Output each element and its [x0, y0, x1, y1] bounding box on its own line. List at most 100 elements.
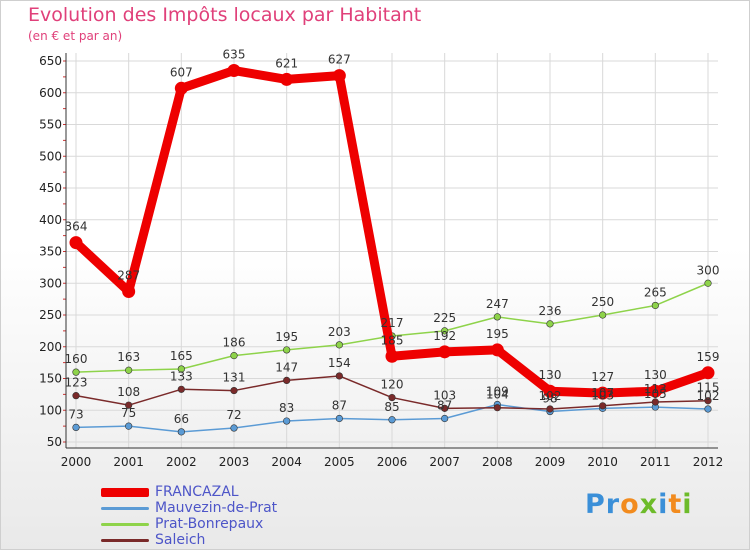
y-tick-label: 400 [39, 213, 62, 227]
legend-label-saleich: Saleich [155, 532, 206, 548]
x-tick-label: 2003 [219, 455, 250, 469]
series-lines [69, 64, 715, 436]
x-tick-label: 2000 [61, 455, 92, 469]
legend-swatch-saleich [101, 539, 149, 542]
x-tick-label: 2005 [324, 455, 355, 469]
data-point-mauvezin-de-prat [388, 416, 396, 424]
data-label-prat-bonrepaux: 300 [697, 263, 720, 277]
x-tick-label: 2004 [271, 455, 302, 469]
data-point-francazal [490, 343, 504, 357]
data-point-francazal [174, 81, 188, 95]
data-label-mauvezin-de-prat: 72 [226, 408, 241, 422]
data-label-francazal: 159 [697, 350, 720, 364]
data-point-prat-bonrepaux [177, 365, 185, 373]
data-point-mauvezin-de-prat [72, 423, 80, 431]
data-label-mauvezin-de-prat: 105 [644, 387, 667, 401]
y-tick-label: 500 [39, 149, 62, 163]
data-label-prat-bonrepaux: 195 [275, 330, 298, 344]
x-tick-label: 2011 [640, 455, 671, 469]
data-point-mauvezin-de-prat [125, 422, 133, 430]
data-point-saleich [546, 405, 554, 413]
data-point-francazal [438, 345, 452, 359]
data-label-saleich: 108 [117, 385, 140, 399]
data-point-saleich [441, 404, 449, 412]
x-tick-label: 2008 [482, 455, 513, 469]
data-label-saleich: 113 [644, 382, 667, 396]
data-label-prat-bonrepaux: 217 [381, 316, 404, 330]
data-label-francazal: 627 [328, 53, 351, 67]
data-label-mauvezin-de-prat: 83 [279, 401, 294, 415]
data-label-prat-bonrepaux: 236 [539, 304, 562, 318]
y-tick-label: 200 [39, 340, 62, 354]
data-point-prat-bonrepaux [335, 341, 343, 349]
data-label-prat-bonrepaux: 265 [644, 285, 667, 299]
data-label-francazal: 364 [65, 220, 88, 234]
brand-letter: P [585, 489, 606, 520]
y-tick-label: 350 [39, 245, 62, 259]
y-tick-label: 650 [39, 54, 62, 68]
data-label-mauvezin-de-prat: 85 [384, 400, 399, 414]
data-label-mauvezin-de-prat: 109 [486, 385, 509, 399]
data-point-prat-bonrepaux [599, 311, 607, 319]
data-point-prat-bonrepaux [283, 346, 291, 354]
data-label-prat-bonrepaux: 225 [433, 311, 456, 325]
data-label-prat-bonrepaux: 203 [328, 325, 351, 339]
data-point-saleich [72, 392, 80, 400]
data-point-prat-bonrepaux [651, 301, 659, 310]
data-label-mauvezin-de-prat: 98 [542, 392, 557, 406]
data-point-mauvezin-de-prat [283, 417, 291, 425]
legend-label-francazal: FRANCAZAL [155, 484, 239, 500]
data-label-saleich: 103 [433, 388, 456, 402]
x-tick-label: 2007 [429, 455, 460, 469]
x-tick-label: 2001 [113, 455, 144, 469]
data-label-prat-bonrepaux: 250 [591, 295, 614, 309]
data-point-saleich [704, 397, 712, 405]
data-point-francazal [648, 384, 662, 398]
data-label-francazal: 607 [170, 65, 193, 79]
data-point-prat-bonrepaux [493, 313, 501, 321]
x-tick-label: 2012 [693, 455, 724, 469]
chart-title: Evolution des Impôts locaux par Habitant [28, 4, 422, 26]
data-label-francazal: 185 [381, 333, 404, 347]
data-label-francazal: 130 [539, 368, 562, 382]
x-tick-label: 2009 [535, 455, 566, 469]
data-point-francazal [280, 72, 294, 86]
data-label-prat-bonrepaux: 247 [486, 297, 509, 311]
data-point-francazal [543, 384, 557, 398]
data-label-saleich: 133 [170, 369, 193, 383]
brand-letter: r [605, 489, 621, 520]
data-label-mauvezin-de-prat: 66 [174, 412, 189, 426]
data-label-mauvezin-de-prat: 87 [437, 399, 452, 413]
data-point-francazal [122, 285, 136, 299]
data-point-prat-bonrepaux [704, 279, 712, 287]
data-label-mauvezin-de-prat: 87 [332, 399, 347, 413]
data-point-saleich [599, 402, 607, 410]
data-label-saleich: 104 [486, 388, 509, 402]
data-label-prat-bonrepaux: 160 [65, 352, 88, 366]
y-tick-label: 100 [39, 403, 62, 417]
data-label-saleich: 147 [275, 360, 298, 374]
data-label-francazal: 195 [486, 327, 509, 341]
data-point-saleich [230, 386, 238, 395]
legend-swatch-francazal [101, 488, 149, 497]
data-point-mauvezin-de-prat [177, 428, 185, 436]
brand-letter: t [668, 489, 683, 520]
data-point-saleich [177, 385, 185, 393]
proxiti-logo: Proxiti [585, 489, 693, 520]
data-point-mauvezin-de-prat [335, 414, 343, 423]
data-point-francazal [385, 349, 399, 363]
brand-letter: x [639, 489, 659, 520]
data-point-mauvezin-de-prat [704, 405, 712, 413]
data-labels: 364 287 607 635 621 627 185 192 195 130 127 130 159 7… [65, 48, 720, 426]
data-point-saleich [335, 372, 343, 380]
data-label-prat-bonrepaux: 163 [117, 350, 140, 364]
data-label-francazal: 130 [644, 368, 667, 382]
data-point-saleich [388, 393, 396, 402]
brand-letter: i [682, 489, 693, 520]
data-label-mauvezin-de-prat: 75 [121, 406, 136, 420]
data-label-francazal: 192 [433, 329, 456, 343]
data-point-francazal [332, 69, 346, 83]
data-point-prat-bonrepaux [546, 320, 554, 328]
brand-letter: o [620, 489, 640, 520]
